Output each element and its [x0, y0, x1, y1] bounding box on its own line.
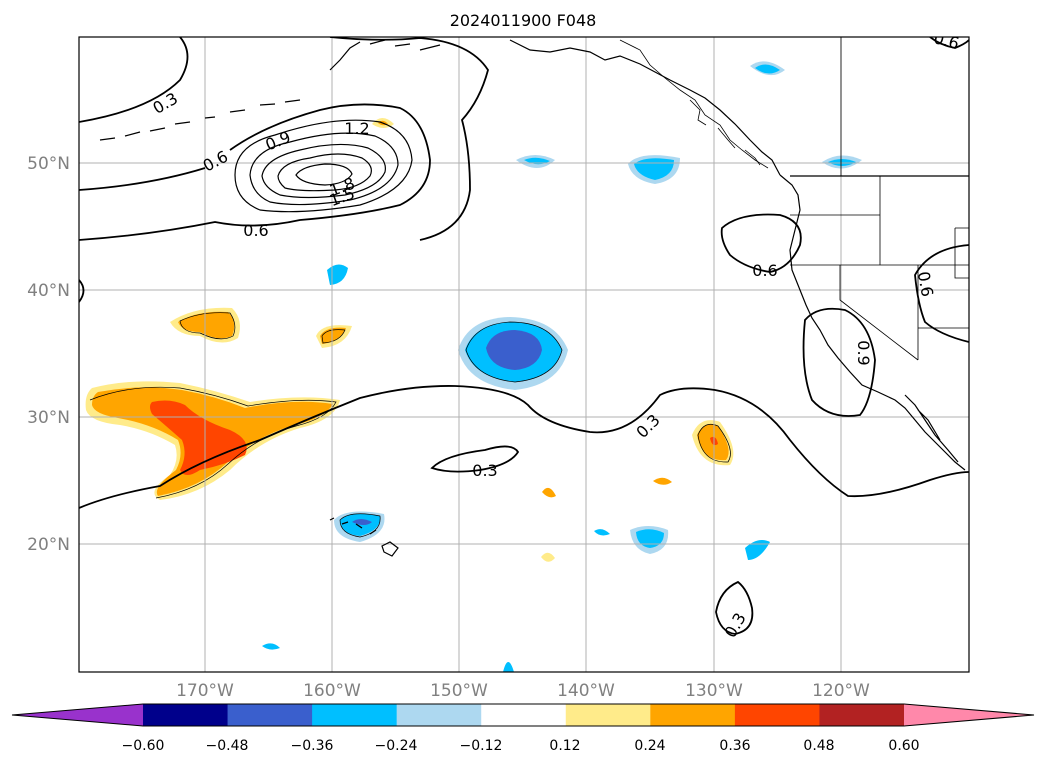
- lat-label-30n: 30°N: [27, 408, 70, 428]
- negative-anomaly-blob-5-core: [755, 64, 780, 74]
- british-columbia-islands: [689, 99, 761, 166]
- contour-west-edge: [79, 279, 85, 303]
- colorbar-segments: [12, 704, 1034, 726]
- colorbar-segment: [565, 704, 651, 726]
- contour-label: 0.9: [854, 340, 873, 365]
- positive-anomaly-blob-5: [653, 477, 672, 485]
- aleutian-islands: [99, 39, 441, 141]
- contour-0.3-small: [430, 445, 520, 473]
- contour-lines: [79, 37, 969, 635]
- contour-1.2: [249, 132, 399, 206]
- positive-anomaly-blob-6: [542, 487, 556, 498]
- graticule: [79, 37, 969, 672]
- contour-label: 0.6: [243, 221, 268, 240]
- contour-0.6-east: [914, 244, 969, 343]
- negative-anomaly-central-dark: [486, 330, 542, 370]
- lon-label-130w: 130°W: [685, 681, 743, 701]
- colorbar-tick-label: −0.24: [375, 738, 418, 754]
- negative-anomaly-blob-1-core: [340, 513, 381, 536]
- colorbar-segment: [734, 704, 820, 726]
- contour-0.6-california: [720, 213, 802, 273]
- positive-anomaly-blob-7: [541, 552, 555, 562]
- latitude-labels: 50°N 40°N 30°N 20°N: [27, 154, 70, 555]
- negative-anomaly-blob-8: [745, 540, 770, 560]
- colorbar-segment: [819, 704, 905, 726]
- map-frame: [78, 36, 970, 673]
- colorbar-segment: [143, 704, 229, 726]
- negative-anomaly-blob-2-core: [634, 158, 674, 180]
- contour-0.9-california: [802, 307, 876, 417]
- map-panel: 0.3 0.6 0.9 1.2 1.5 1.8 0.6 0.6 0.6 0.9 …: [27, 36, 970, 701]
- colorbar-tick-label: 0.36: [719, 738, 750, 754]
- colorbar-extend-low: [12, 704, 143, 726]
- colorbar-tick-label: −0.60: [122, 738, 165, 754]
- contour-label: 0.6: [752, 261, 777, 280]
- colorbar-segment: [312, 704, 398, 726]
- contour-0.6-northeast: [929, 37, 969, 49]
- lat-label-20n: 20°N: [27, 535, 70, 555]
- colorbar-tick-label: −0.36: [291, 738, 334, 754]
- alaska-panhandle: [619, 39, 769, 169]
- hawaii-islands: [329, 517, 399, 557]
- negative-anomaly-blob-1-dark: [352, 519, 372, 525]
- north-america-coast: [779, 174, 966, 471]
- contour-1.8: [277, 153, 372, 192]
- lat-label-40n: 40°N: [27, 281, 70, 301]
- us-state-borders: [790, 176, 969, 361]
- colorbar-outline: [11, 703, 1035, 727]
- contour-0.3-north: [79, 37, 489, 241]
- contour-0.3-south-main: [79, 385, 969, 509]
- map-title: 2024011900 F048: [450, 11, 597, 30]
- contour-0.6-outer: [79, 103, 431, 241]
- lon-label-160w: 160°W: [303, 681, 361, 701]
- negative-anomaly-blob-11: [503, 662, 514, 672]
- colorbar-segment: [396, 704, 482, 726]
- lon-label-150w: 150°W: [430, 681, 488, 701]
- colorbar-tick-label: 0.48: [803, 738, 834, 754]
- positive-anomaly-blob-1-core: [178, 311, 235, 339]
- colorbar-extend-high: [904, 704, 1034, 726]
- contour-1.5: [261, 143, 386, 199]
- lat-label-50n: 50°N: [27, 154, 70, 174]
- contour-0.3-southeast: [715, 580, 754, 635]
- contour-1.8-inner: [295, 163, 353, 186]
- negative-anomaly-blob-10: [262, 643, 280, 650]
- contour-label: 0.3: [472, 461, 497, 480]
- colorbar-tick-label: 0.60: [888, 738, 919, 754]
- lon-label-120w: 120°W: [812, 681, 870, 701]
- colorbar-tick-label: 0.12: [549, 738, 580, 754]
- lon-label-140w: 140°W: [557, 681, 615, 701]
- negative-anomaly-blob-6-core: [636, 529, 664, 548]
- contour-0.9: [234, 119, 413, 213]
- coastlines: [99, 37, 969, 557]
- negative-anomaly-blob-9: [594, 529, 610, 536]
- contour-label: 0.6: [914, 270, 937, 298]
- shaded-anomaly-areas: [85, 61, 862, 672]
- colorbar-segment: [227, 704, 313, 726]
- baja-california: [904, 394, 959, 463]
- lon-label-170w: 170°W: [176, 681, 234, 701]
- positive-anomaly-west-strong: [150, 400, 247, 475]
- colorbar-tick-label: 0.24: [634, 738, 665, 754]
- colorbar-segment: [481, 704, 567, 726]
- colorbar-tick-label: −0.48: [206, 738, 249, 754]
- colorbar: −0.60 −0.48 −0.36 −0.24 −0.12 0.12 0.24 …: [11, 703, 1035, 754]
- colorbar-tick-labels: −0.60 −0.48 −0.36 −0.24 −0.12 0.12 0.24 …: [122, 738, 920, 754]
- contour-label: 1.2: [344, 119, 369, 138]
- colorbar-tick-label: −0.12: [460, 738, 503, 754]
- longitude-labels: 170°W 160°W 150°W 140°W 130°W 120°W: [176, 681, 870, 701]
- colorbar-segment: [650, 704, 736, 726]
